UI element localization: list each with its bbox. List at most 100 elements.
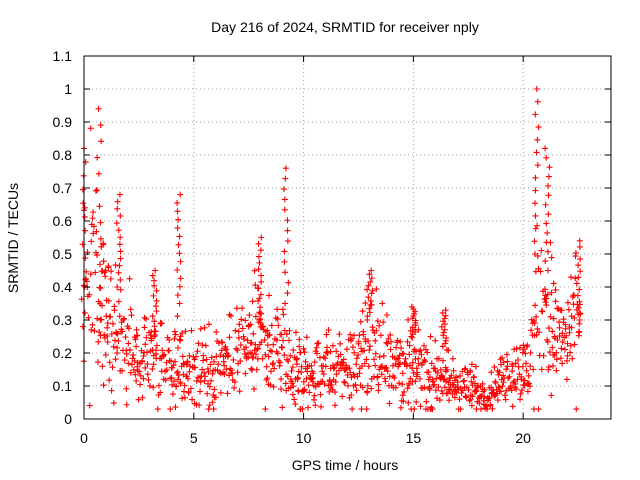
data-point <box>522 360 529 367</box>
data-point <box>567 342 574 349</box>
data-point <box>171 378 178 385</box>
data-point <box>513 345 520 352</box>
data-point <box>234 369 241 376</box>
data-point <box>168 374 175 381</box>
data-point <box>151 318 158 325</box>
data-point <box>306 389 313 396</box>
data-point <box>210 358 217 365</box>
data-point <box>134 332 141 339</box>
data-point <box>324 350 331 357</box>
data-point <box>505 375 512 382</box>
data-point <box>132 371 139 378</box>
data-point <box>328 382 335 389</box>
data-point <box>353 361 360 368</box>
data-point <box>131 357 138 364</box>
data-point <box>258 339 265 346</box>
data-point <box>400 350 407 357</box>
data-point <box>255 253 262 260</box>
data-point <box>558 307 565 314</box>
data-point <box>161 351 168 358</box>
data-point <box>226 334 233 341</box>
data-point <box>434 369 441 376</box>
data-point <box>93 228 100 235</box>
data-point <box>503 366 510 373</box>
data-point <box>174 225 181 232</box>
data-point <box>533 313 540 320</box>
data-point <box>231 378 238 385</box>
data-point <box>308 362 315 369</box>
data-point <box>341 378 348 385</box>
data-point <box>534 98 541 105</box>
data-point <box>543 239 550 246</box>
data-point <box>563 357 570 364</box>
data-point <box>383 312 390 319</box>
data-point <box>559 360 566 367</box>
data-point <box>499 354 506 361</box>
data-point <box>116 262 123 269</box>
data-point <box>544 267 551 274</box>
data-point <box>179 395 186 402</box>
data-point <box>144 349 151 356</box>
data-point <box>287 384 294 391</box>
data-point <box>291 396 298 403</box>
data-point <box>217 352 224 359</box>
data-point <box>256 295 263 302</box>
data-point <box>246 312 253 319</box>
data-point <box>236 388 243 395</box>
data-point <box>524 388 531 395</box>
data-point <box>396 380 403 387</box>
data-point <box>82 227 89 234</box>
data-point <box>141 324 148 331</box>
data-point <box>305 382 312 389</box>
data-point <box>125 325 132 332</box>
data-point <box>384 368 391 375</box>
data-point <box>275 322 282 329</box>
data-point <box>368 267 375 274</box>
data-point <box>314 380 321 387</box>
data-point <box>130 352 137 359</box>
data-point <box>549 344 556 351</box>
data-point <box>167 375 174 382</box>
data-point <box>439 357 446 364</box>
data-point <box>417 347 424 354</box>
data-point <box>197 374 204 381</box>
data-point <box>172 358 179 365</box>
data-point <box>248 365 255 372</box>
data-point <box>112 356 119 363</box>
data-point <box>150 384 157 391</box>
data-point <box>303 375 310 382</box>
data-point <box>300 378 307 385</box>
data-point <box>114 284 121 290</box>
data-point <box>336 331 343 338</box>
data-point <box>258 278 265 285</box>
data-point <box>247 321 254 328</box>
data-point <box>278 376 285 383</box>
data-point <box>518 376 525 383</box>
data-point <box>97 332 104 339</box>
data-point <box>533 331 540 338</box>
data-point <box>278 386 285 393</box>
y-tick-label: 0.2 <box>53 345 73 361</box>
data-point <box>208 377 215 384</box>
data-point <box>172 331 179 338</box>
data-point <box>368 301 375 308</box>
data-point <box>107 275 114 282</box>
data-point <box>207 361 214 368</box>
data-point <box>197 378 204 385</box>
data-point <box>359 308 366 315</box>
data-point <box>563 332 570 339</box>
data-point <box>281 196 288 203</box>
data-point <box>88 238 95 245</box>
data-point <box>451 394 458 401</box>
data-point <box>271 365 278 372</box>
data-point <box>94 187 101 194</box>
data-point <box>183 373 190 380</box>
data-point <box>549 328 556 335</box>
data-point <box>323 344 330 351</box>
data-point <box>575 262 582 269</box>
data-point <box>102 351 109 358</box>
data-point <box>149 272 156 279</box>
data-point <box>134 363 141 370</box>
data-point <box>526 383 533 390</box>
data-point <box>103 313 110 320</box>
